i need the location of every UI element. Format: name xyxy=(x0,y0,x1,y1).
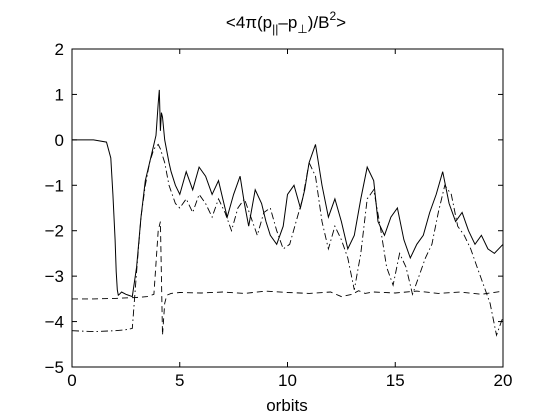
y-tick-label: 0 xyxy=(55,131,64,150)
y-tick-label: −2 xyxy=(45,222,64,241)
svg-text:<4π(p||–p⊥)/B2>: <4π(p||–p⊥)/B2> xyxy=(226,9,346,36)
series-line-dashed xyxy=(72,221,504,336)
y-tick-label: −3 xyxy=(45,267,64,286)
x-tick-label: 5 xyxy=(175,371,184,390)
ticks-layer: 0 5 10 15 20 −5 −4 −3 −2 −1 0 1 2 xyxy=(45,40,513,390)
y-tick-label: 2 xyxy=(55,40,64,59)
series-line-solid xyxy=(72,89,504,298)
x-axis-label: orbits xyxy=(266,396,308,415)
y-tick-label: −4 xyxy=(45,313,64,332)
x-tick-label: 15 xyxy=(386,371,405,390)
series-line-dashdot xyxy=(71,143,504,337)
y-tick-label: −1 xyxy=(45,176,64,195)
chart-title: <4π(p||–p⊥)/B2> xyxy=(226,9,346,36)
y-tick-label: −5 xyxy=(45,358,64,377)
x-tick-label: 0 xyxy=(67,371,76,390)
y-tick-label: 1 xyxy=(55,85,64,104)
plot-frame xyxy=(71,48,504,368)
series-layer xyxy=(71,89,504,337)
x-tick-label: 20 xyxy=(494,371,513,390)
x-tick-label: 10 xyxy=(278,371,297,390)
